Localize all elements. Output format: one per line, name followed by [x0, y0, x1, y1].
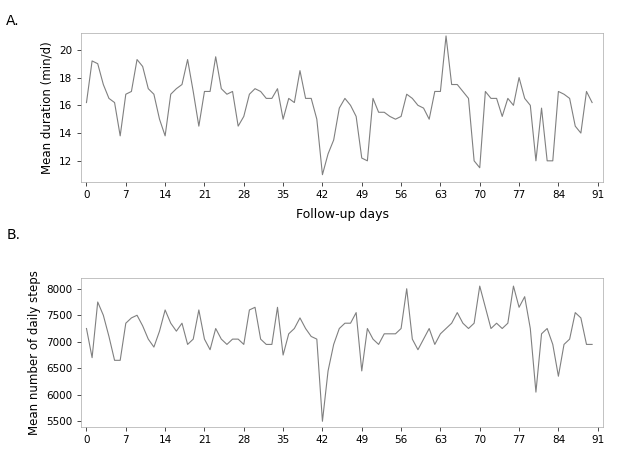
Text: A.: A.	[6, 14, 20, 28]
Y-axis label: Mean duration (min/d): Mean duration (min/d)	[40, 41, 53, 174]
Text: B.: B.	[6, 228, 21, 242]
Y-axis label: Mean number of daily steps: Mean number of daily steps	[28, 270, 40, 435]
X-axis label: Follow-up days: Follow-up days	[295, 208, 389, 221]
